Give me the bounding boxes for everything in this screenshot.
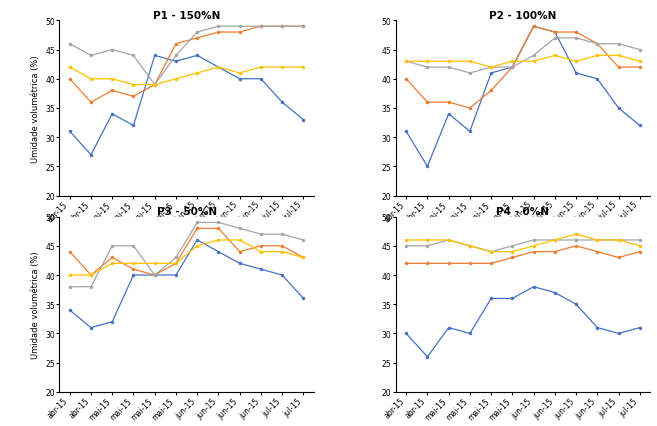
- Legend: 0-20cm, 20-40cm, 40-60cm, 60-80cm: 0-20cm, 20-40cm, 40-60cm, 60-80cm: [417, 291, 629, 300]
- Legend: 0-20cm, 20-40cm, 40-60cm, 60-80cm: 0-20cm, 20-40cm, 40-60cm, 60-80cm: [80, 291, 293, 300]
- Title: P2 - 100%N: P2 - 100%N: [489, 11, 556, 20]
- Y-axis label: Umidade volumétrica (%): Umidade volumétrica (%): [31, 251, 39, 358]
- Title: P4 - 0%N: P4 - 0%N: [497, 206, 549, 216]
- Y-axis label: Umidade volumétrica (%): Umidade volumétrica (%): [31, 55, 39, 162]
- Title: P3 - 50%N: P3 - 50%N: [156, 206, 217, 216]
- Title: P1 - 150%N: P1 - 150%N: [153, 11, 220, 20]
